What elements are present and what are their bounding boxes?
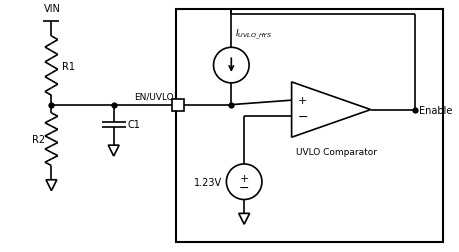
Text: C1: C1 <box>128 120 140 130</box>
Text: R1: R1 <box>62 61 75 71</box>
Text: VIN: VIN <box>44 4 61 14</box>
Text: +: + <box>240 173 249 183</box>
Text: Enable: Enable <box>419 105 453 115</box>
Text: −: − <box>239 181 249 194</box>
Text: −: − <box>297 110 308 123</box>
Text: EN/UVLO: EN/UVLO <box>134 92 174 101</box>
Text: 1.23V: 1.23V <box>194 177 223 187</box>
Polygon shape <box>46 180 57 191</box>
Text: $I_{UVLO\_HYS}$: $I_{UVLO\_HYS}$ <box>235 28 273 42</box>
Polygon shape <box>239 213 250 224</box>
Text: +: + <box>297 96 307 106</box>
Bar <box>172 99 184 111</box>
Bar <box>176 10 443 242</box>
Text: UVLO Comparator: UVLO Comparator <box>296 148 376 156</box>
Polygon shape <box>108 146 119 156</box>
Polygon shape <box>291 83 371 138</box>
Text: R2: R2 <box>32 135 45 145</box>
